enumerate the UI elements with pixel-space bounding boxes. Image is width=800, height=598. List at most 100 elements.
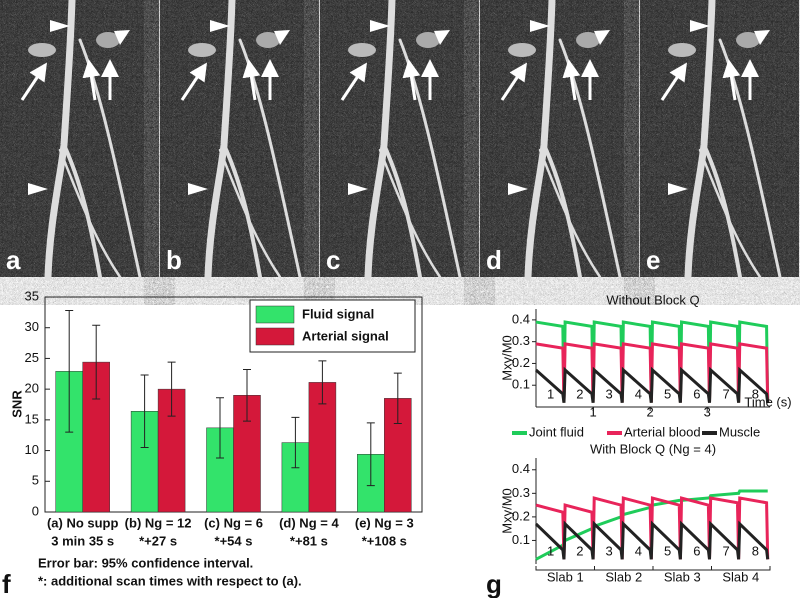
- x-tick-label: (a) No supp: [47, 515, 119, 530]
- segment-label: 6: [693, 543, 700, 558]
- joint: [96, 32, 120, 48]
- arrowhead: [114, 30, 130, 45]
- note: *: additional scan times with respect to…: [38, 573, 302, 588]
- error-bar: [216, 397, 224, 459]
- arrowhead: [754, 30, 770, 45]
- segment-label: 6: [693, 386, 700, 401]
- segment-label: 3: [606, 386, 613, 401]
- legend-label: Muscle: [719, 424, 760, 439]
- legend-label: Arterial blood: [624, 424, 701, 439]
- legend-label: Arterial signal: [302, 328, 389, 343]
- line: [535, 366, 770, 403]
- y-tick-label: 15: [25, 411, 39, 426]
- arrow: [562, 59, 581, 101]
- x-tick-label: (e) Ng = 3: [355, 515, 414, 530]
- joint: [348, 43, 376, 57]
- arrowhead: [348, 183, 368, 195]
- joint: [256, 32, 280, 48]
- slab-label: Slab 3: [664, 569, 701, 584]
- arrow: [500, 62, 527, 101]
- error-bar: [366, 422, 375, 487]
- image-noise: [320, 0, 479, 277]
- y-tick-label: 35: [25, 288, 39, 303]
- arrowhead: [188, 183, 208, 195]
- error-bar: [140, 374, 149, 448]
- legend-swatch: [255, 327, 295, 346]
- mri-image: e: [640, 0, 799, 281]
- chart-title: With Block Q (Ng = 4): [590, 441, 716, 456]
- y-tick-label: 10: [25, 442, 39, 457]
- x-tick-sublabel: *+54 s: [215, 533, 253, 548]
- vessel: [702, 143, 742, 279]
- y-tick-label: 0.4: [512, 461, 530, 476]
- error-bar: [291, 416, 300, 469]
- y-tick-label: 0.3: [512, 333, 530, 348]
- arrowhead: [370, 20, 390, 32]
- image-noise: [640, 0, 799, 277]
- x-tick-label: 2: [647, 404, 654, 419]
- y-axis-label: Mxy/M0: [499, 335, 514, 381]
- y-tick-label: 0: [32, 503, 39, 518]
- y-tick-label: 0.1: [512, 377, 530, 392]
- x-tick-sublabel: 3 min 35 s: [51, 533, 114, 548]
- x-tick-sublabel: *+27 s: [139, 533, 177, 548]
- vessel: [542, 143, 582, 279]
- y-tick-label: 20: [25, 381, 39, 396]
- panel-label: b: [166, 245, 182, 275]
- y-tick-label: 0.4: [512, 311, 530, 326]
- segment-label: 2: [576, 543, 583, 558]
- x-axis-label: Time (s): [744, 394, 791, 409]
- joint: [576, 32, 600, 48]
- segment-label: 8: [752, 543, 759, 558]
- error-bar: [92, 324, 101, 400]
- y-axis-label: Mxy/M0: [499, 488, 514, 534]
- panel-label: c: [326, 245, 340, 275]
- bar: [281, 442, 310, 513]
- x-tick-label: (c) Ng = 6: [204, 515, 263, 530]
- arrowhead: [274, 30, 290, 45]
- segment-label: 5: [664, 543, 671, 558]
- arrow: [242, 59, 261, 101]
- x-tick-sublabel: *+108 s: [362, 533, 407, 548]
- x-tick-label: (b) Ng = 12: [125, 515, 192, 530]
- y-tick-label: 5: [32, 473, 39, 488]
- segment-label: 4: [635, 543, 642, 558]
- legend-swatch: [255, 305, 295, 324]
- y-tick-label: 0.3: [512, 485, 530, 500]
- arrowhead: [434, 30, 450, 45]
- chart-title: Without Block Q: [606, 292, 699, 307]
- panel-label: g: [486, 569, 502, 598]
- joint: [668, 43, 696, 57]
- slab-bracket: [535, 566, 771, 571]
- segment-label: 2: [576, 386, 583, 401]
- segment-label: 3: [606, 543, 613, 558]
- vessel: [382, 143, 422, 279]
- arrowhead: [28, 183, 48, 195]
- segment-label: 5: [664, 386, 671, 401]
- x-tick-label: 3: [704, 404, 711, 419]
- arrow: [180, 62, 207, 101]
- joint: [736, 32, 760, 48]
- segment-label: 7: [723, 386, 730, 401]
- x-tick-label: (d) Ng = 4: [279, 515, 339, 530]
- y-tick-label: 0.2: [512, 355, 530, 370]
- arrow: [402, 59, 421, 101]
- mri-panels: a b c d e: [0, 0, 799, 281]
- segment-label: 4: [635, 386, 642, 401]
- arrow: [660, 62, 687, 101]
- arrowhead: [50, 20, 70, 32]
- arrow: [82, 59, 101, 101]
- panel-label: f: [2, 569, 11, 598]
- vessel: [58, 148, 122, 279]
- slab-label: Slab 1: [547, 569, 584, 584]
- y-tick-label: 25: [25, 350, 39, 365]
- y-tick-label: 30: [25, 319, 39, 334]
- panel-label: d: [486, 245, 502, 275]
- segment-label: 8: [752, 386, 759, 401]
- segment-label: 7: [723, 543, 730, 558]
- line: [534, 520, 770, 560]
- x-tick-sublabel: *+81 s: [290, 533, 328, 548]
- image-noise: [480, 0, 639, 277]
- arrowhead: [508, 183, 528, 195]
